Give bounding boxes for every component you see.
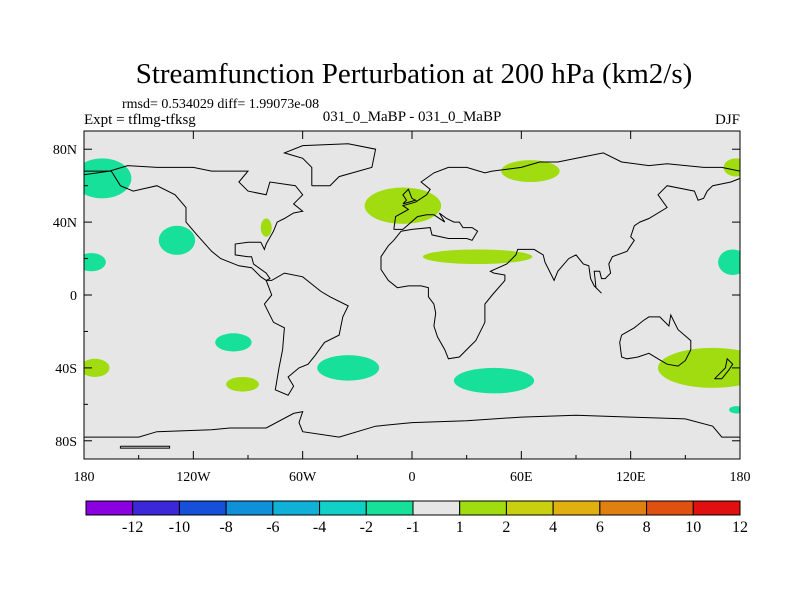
colorbar: -12 -10 -8 -6 -4 -2 -1 1 2 4 6 8 10 12 [85, 500, 748, 536]
anomaly-region-10 [422, 249, 533, 265]
colorbar-swatch-6 [319, 500, 367, 516]
colorbar-level-label: -12 [122, 519, 143, 536]
coastline-5 [402, 188, 417, 205]
colorbar-swatch-14 [692, 500, 741, 516]
center-label: 031_0_MaBP - 031_0_MaBP [323, 109, 502, 125]
anomaly-region-14 [723, 158, 740, 177]
anomaly-region-13 [658, 347, 740, 388]
colorbar-level-label: 10 [685, 519, 701, 536]
colorbar-swatch-8 [412, 500, 461, 516]
colorbar-level-label: 1 [456, 519, 464, 536]
stats-text: rmsd= 0.534029 diff= 1.99073e-08 [122, 97, 319, 112]
anomaly-region-11 [501, 160, 560, 183]
colorbar-swatch-9 [459, 500, 507, 516]
y-tick-label: 80S [55, 435, 77, 450]
colorbar-level-label: 12 [732, 519, 748, 536]
map-axes: 180 120W 60W 0 60E 120E 180 80N 40N 0 40S 80S [53, 131, 751, 485]
colorbar-level-label: -1 [406, 519, 419, 536]
chart-title: Streamfunction Perturbation at 200 hPa (… [136, 58, 693, 90]
coastline-6 [619, 313, 692, 367]
colorbar-level-label: 4 [549, 519, 557, 536]
colorbar-level-label: -4 [313, 519, 326, 536]
right-label: DJF [715, 112, 740, 128]
anomaly-region-15 [718, 249, 740, 275]
anomaly-region-8 [317, 355, 380, 381]
coastline-9 [119, 445, 171, 449]
anomaly-region-2 [84, 253, 106, 272]
anomaly-region-16 [729, 406, 740, 414]
anomaly-region-5 [260, 218, 272, 237]
x-tick-label: 120W [176, 470, 211, 485]
x-tick-label: 60E [510, 470, 533, 485]
colorbar-swatch-2 [132, 500, 180, 516]
x-tick-label: 180 [74, 470, 95, 485]
colorbar-swatch-11 [552, 500, 601, 516]
colorbar-swatch-7 [365, 500, 414, 516]
colorbar-swatch-13 [646, 500, 694, 516]
y-tick-label: 0 [70, 289, 77, 304]
left-label: Expt = tflmg-tfksg [84, 112, 196, 128]
coastline-2 [263, 272, 349, 396]
y-tick-label: 40S [55, 362, 77, 377]
colorbar-swatch-5 [272, 500, 321, 516]
coastline-7 [714, 357, 734, 380]
anomaly-region-12 [453, 367, 535, 394]
colorbar-swatch-4 [225, 500, 274, 516]
coastline-3 [282, 143, 377, 187]
colorbar-level-label: 2 [502, 519, 510, 536]
coastline-4 [380, 152, 740, 360]
anomaly-region-3 [84, 358, 110, 377]
anomaly-region-1 [84, 158, 132, 199]
x-tick-label: 180 [730, 470, 751, 485]
colorbar-swatch-3 [178, 500, 227, 516]
x-tick-label: 60W [289, 470, 317, 485]
colorbar-level-label: -10 [169, 519, 190, 536]
y-tick-label: 40N [53, 216, 77, 231]
colorbar-swatch-12 [599, 500, 648, 516]
map-plot-area [83, 130, 741, 460]
coastline-8 [84, 410, 740, 438]
anomaly-region-7 [226, 377, 259, 392]
colorbar-swatch-10 [505, 500, 554, 516]
colorbar-level-label: -6 [266, 519, 279, 536]
colorbar-level-label: -2 [360, 519, 373, 536]
colorbar-level-label: 6 [596, 519, 604, 536]
coastline-1 [84, 165, 304, 281]
x-tick-label: 0 [409, 470, 416, 485]
colorbar-swatch-1 [85, 500, 134, 516]
y-tick-label: 80N [53, 143, 77, 158]
anomaly-region-4 [158, 225, 196, 255]
anomaly-region-6 [215, 333, 252, 352]
map-background [84, 131, 740, 459]
colorbar-level-label: 8 [643, 519, 651, 536]
x-tick-label: 120E [616, 470, 646, 485]
colorbar-level-label: -8 [219, 519, 232, 536]
